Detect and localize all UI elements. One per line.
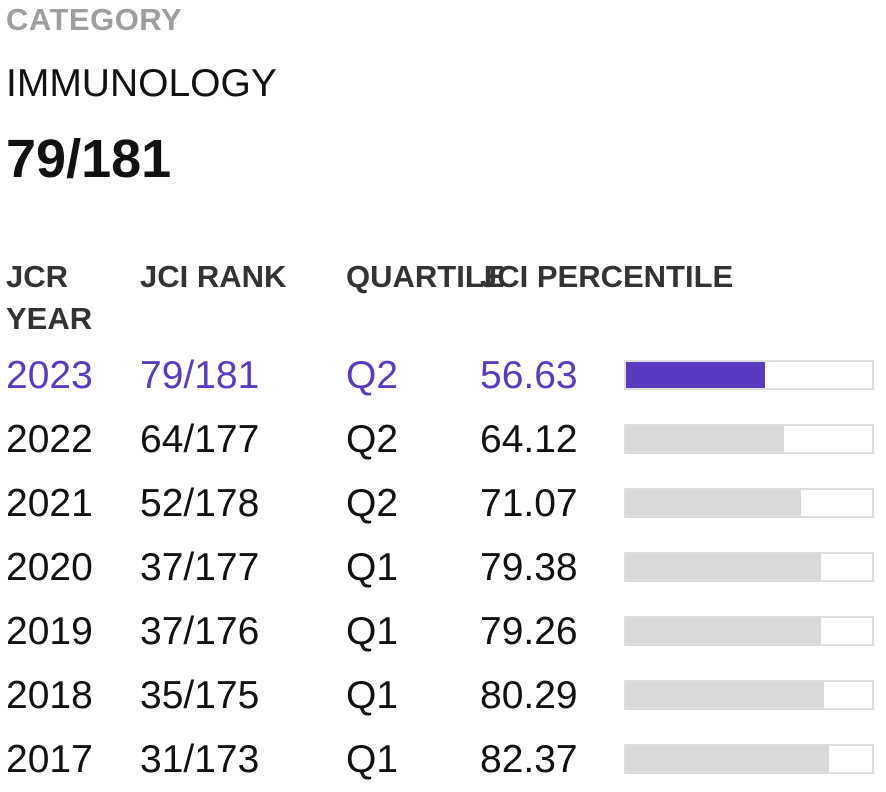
table-header: JCR YEAR JCI RANK QUARTILE JCI PERCENTIL… [0, 256, 886, 336]
header-jci-rank: JCI RANK [140, 259, 287, 294]
year-cell: 2023 [6, 354, 93, 397]
table-row: 2017 31/173 Q1 82.37 [0, 728, 886, 792]
percentile-bar [624, 552, 874, 582]
rank-cell: 37/176 [140, 610, 260, 653]
percentile-bar [624, 360, 874, 390]
header-jci-percentile: JCI PERCENTILE [480, 259, 734, 294]
percentile-bar-fill [626, 362, 766, 388]
quartile-cell: Q2 [346, 418, 399, 461]
table-row: 2020 37/177 Q1 79.38 [0, 536, 886, 600]
category-name: IMMUNOLOGY [6, 62, 277, 105]
category-rank: 79/181 [6, 129, 172, 189]
table-row: 2021 52/178 Q2 71.07 [0, 472, 886, 536]
quartile-cell: Q1 [346, 610, 399, 653]
quartile-cell: Q2 [346, 482, 399, 525]
quartile-cell: Q2 [346, 354, 399, 397]
percentile-bar-fill [626, 618, 821, 644]
quartile-cell: Q1 [346, 738, 399, 781]
percentile-cell: 64.12 [480, 418, 578, 461]
rank-cell: 79/181 [140, 354, 260, 397]
quartile-cell: Q1 [346, 674, 399, 717]
percentile-cell: 82.37 [480, 738, 578, 781]
percentile-bar [624, 424, 874, 454]
percentile-bar [624, 680, 874, 710]
rank-table-body: 2023 79/181 Q2 56.63 2022 64/177 Q2 64.1… [0, 344, 886, 792]
rank-cell: 35/175 [140, 674, 260, 717]
rank-cell: 64/177 [140, 418, 260, 461]
table-row: 2023 79/181 Q2 56.63 [0, 344, 886, 408]
rank-cell: 52/178 [140, 482, 260, 525]
percentile-bar-fill [626, 490, 801, 516]
quartile-cell: Q1 [346, 546, 399, 589]
percentile-bar-fill [626, 746, 829, 772]
percentile-bar-fill [626, 682, 824, 708]
year-cell: 2017 [6, 738, 93, 781]
category-label: CATEGORY [6, 2, 183, 37]
rank-cell: 37/177 [140, 546, 260, 589]
table-row: 2019 37/176 Q1 79.26 [0, 600, 886, 664]
year-cell: 2018 [6, 674, 93, 717]
year-cell: 2022 [6, 418, 93, 461]
percentile-bar-fill [626, 426, 784, 452]
year-cell: 2021 [6, 482, 93, 525]
table-row: 2018 35/175 Q1 80.29 [0, 664, 886, 728]
year-cell: 2019 [6, 610, 93, 653]
percentile-bar [624, 616, 874, 646]
table-row: 2022 64/177 Q2 64.12 [0, 408, 886, 472]
percentile-bar [624, 488, 874, 518]
percentile-bar-fill [626, 554, 822, 580]
percentile-cell: 80.29 [480, 674, 578, 717]
percentile-cell: 71.07 [480, 482, 578, 525]
rank-cell: 31/173 [140, 738, 260, 781]
percentile-cell: 79.38 [480, 546, 578, 589]
header-jcr-year: JCR YEAR [6, 259, 93, 336]
header-quartile: QUARTILE [346, 259, 505, 294]
percentile-cell: 56.63 [480, 354, 578, 397]
percentile-cell: 79.26 [480, 610, 578, 653]
year-cell: 2020 [6, 546, 93, 589]
percentile-bar [624, 744, 874, 774]
